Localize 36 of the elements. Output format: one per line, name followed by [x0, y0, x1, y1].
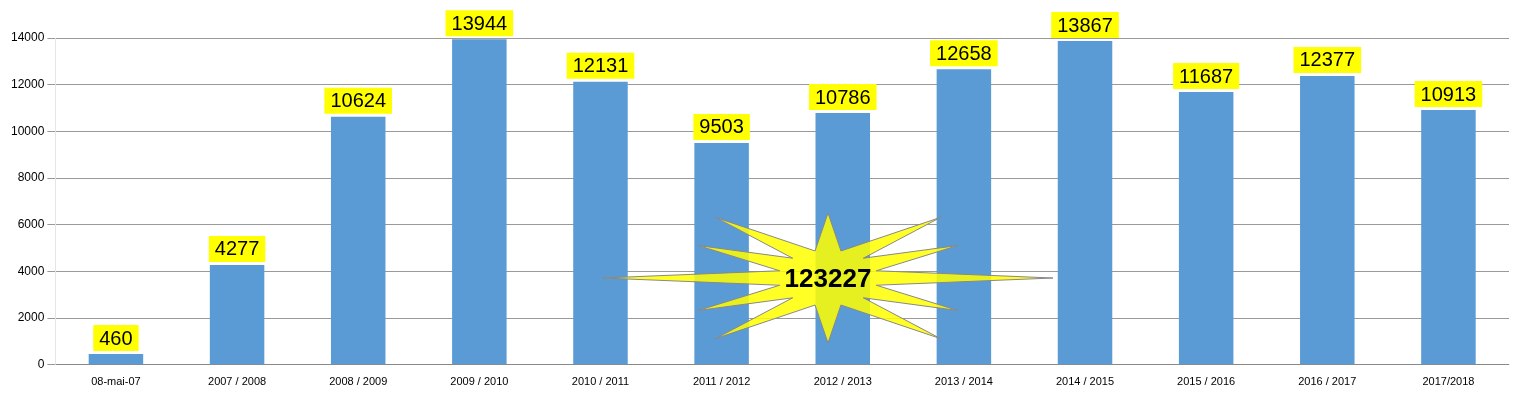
x-tick-label: 2008 / 2009 [329, 375, 388, 388]
y-tick-label: 14000 [10, 30, 45, 45]
bar [1421, 110, 1476, 365]
data-label: 460 [99, 326, 133, 349]
x-tick-label: 2013 / 2014 [934, 375, 993, 388]
x-tick-label: 2015 / 2016 [1177, 375, 1236, 388]
data-label: 9503 [699, 115, 744, 138]
data-label: 13867 [1057, 13, 1113, 36]
y-tick-label: 12000 [10, 77, 45, 91]
data-label: 12131 [572, 54, 629, 77]
data-label: 10786 [814, 85, 871, 108]
x-tick-label: 2017/2018 [1422, 375, 1475, 388]
x-tick-label: 2014 / 2015 [1055, 375, 1115, 388]
data-label: 11687 [1179, 64, 1234, 87]
y-tick-label: 8000 [17, 170, 45, 185]
data-label: 12377 [1299, 48, 1356, 71]
x-tick-label: 2011 / 2012 [692, 375, 751, 388]
data-label: 10624 [330, 89, 387, 112]
y-tick-label: 4000 [17, 263, 45, 278]
x-tick-label: 08-mai-07 [91, 375, 141, 388]
bar [88, 354, 144, 365]
x-tick-label: 2009 / 2010 [450, 375, 509, 388]
y-tick-label: 10000 [10, 123, 45, 138]
x-tick-label: 2016 / 2017 [1298, 375, 1357, 388]
data-label: 4277 [214, 237, 260, 260]
bar [1057, 41, 1113, 365]
x-tick-label: 2010 / 2011 [571, 375, 630, 388]
annotation: 123227 [783, 262, 873, 295]
x-tick-label: 2012 / 2013 [813, 375, 872, 388]
y-tick-label: 6000 [17, 217, 45, 232]
x-tick-label: 2007 / 2008 [208, 375, 267, 388]
data-label: 12658 [936, 41, 992, 64]
data-label: 10913 [1420, 82, 1477, 105]
y-tick-label: 0 [37, 357, 45, 372]
data-label: 13944 [451, 11, 508, 34]
y-tick-label: 2000 [17, 310, 45, 325]
